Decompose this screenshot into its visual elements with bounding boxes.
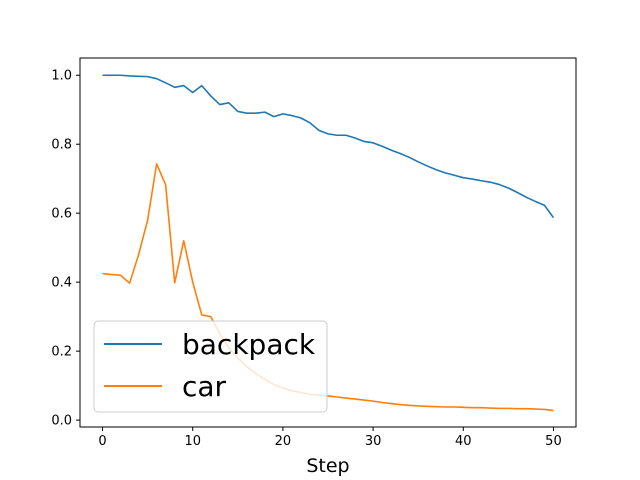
- x-axis-label: Step: [306, 455, 349, 477]
- x-tick-label: 30: [365, 434, 382, 449]
- legend-label-backpack: backpack: [182, 328, 316, 361]
- plot-frame: [79, 57, 577, 428]
- legend: backpack car: [93, 320, 328, 413]
- y-tick-label: 1.0: [51, 69, 72, 84]
- series-lines: [102, 74, 555, 412]
- axes: 0 10 20 30 40 50 0.0 0.2 0.4 0.6 0.8 1.0: [51, 57, 577, 449]
- y-tick-label: 0.8: [51, 138, 72, 153]
- x-tick-label: 40: [455, 434, 472, 449]
- x-tick-label: 10: [184, 434, 201, 449]
- series-line-car: [102, 163, 554, 412]
- y-tick-label: 0.6: [51, 207, 72, 222]
- legend-label-car: car: [182, 370, 227, 403]
- x-tick-label: 50: [545, 434, 562, 449]
- y-tick-label: 0.4: [51, 276, 72, 291]
- y-tick-label: 0.0: [51, 414, 72, 429]
- x-tick-label: 20: [275, 434, 292, 449]
- y-tick-label: 0.2: [51, 345, 72, 360]
- x-tick-label: 0: [98, 434, 106, 449]
- series-line-backpack: [102, 74, 555, 219]
